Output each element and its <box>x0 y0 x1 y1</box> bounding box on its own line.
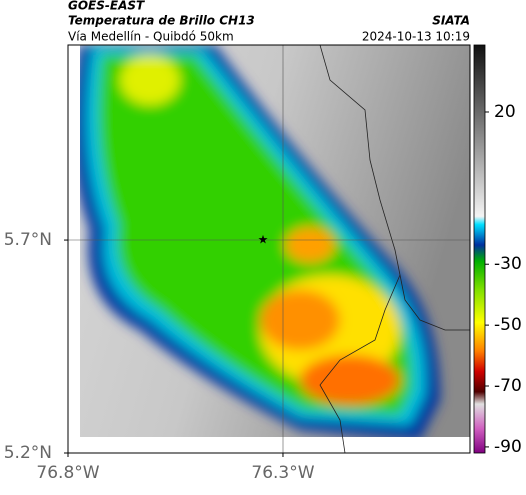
title: GOES-EAST <box>68 0 145 13</box>
colorbar-tick-label: 20 <box>494 102 516 122</box>
datetime: 2024-10-13 10:19 <box>362 30 470 44</box>
location: Vía Medellín - Quibdó 50km <box>68 30 234 44</box>
colorbar-tick-label: -90 <box>494 437 522 457</box>
location-star: ★ <box>258 233 269 247</box>
colorbar-tick-label: -50 <box>494 315 522 335</box>
y-tick-label: 5.2°N <box>4 443 52 463</box>
x-tick-label: 76.8°W <box>36 463 99 483</box>
colorbar-tick-label: -70 <box>494 376 522 396</box>
source: SIATA <box>432 14 470 28</box>
y-tick-label: 5.7°N <box>4 230 52 250</box>
colorbar <box>473 44 486 454</box>
subtitle: Temperatura de Brillo CH13 <box>68 14 255 28</box>
colorbar-tick-label: -30 <box>494 254 522 274</box>
satellite-image: ★ <box>68 45 470 453</box>
x-tick-label: 76.3°W <box>251 463 314 483</box>
axes: 76.8°W 76.3°W 5.7°N 5.2°N 20 -30 -50 -70 -90 <box>4 102 522 483</box>
map-frame <box>67 44 471 454</box>
